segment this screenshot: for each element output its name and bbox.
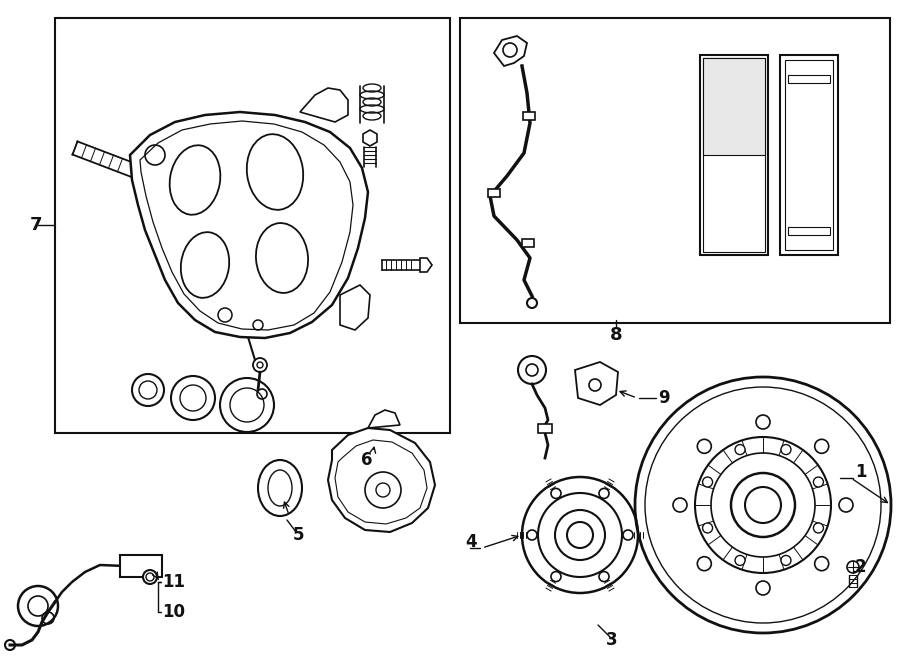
Circle shape xyxy=(703,523,713,533)
Bar xyxy=(788,227,830,235)
Text: 11: 11 xyxy=(162,573,185,591)
Bar xyxy=(700,55,768,255)
Polygon shape xyxy=(494,36,527,66)
Polygon shape xyxy=(328,428,435,532)
Circle shape xyxy=(527,530,537,540)
Text: 9: 9 xyxy=(658,389,670,407)
Text: 5: 5 xyxy=(292,526,304,544)
Bar xyxy=(780,55,838,255)
Circle shape xyxy=(673,498,687,512)
Polygon shape xyxy=(300,88,348,122)
Circle shape xyxy=(735,445,745,455)
Circle shape xyxy=(735,555,745,565)
Text: 6: 6 xyxy=(361,451,373,469)
Text: 4: 4 xyxy=(465,533,477,551)
Circle shape xyxy=(814,477,824,487)
Polygon shape xyxy=(420,258,432,272)
Polygon shape xyxy=(575,362,618,405)
Circle shape xyxy=(551,488,561,498)
Bar xyxy=(788,75,830,83)
Circle shape xyxy=(814,523,824,533)
Bar xyxy=(703,58,765,252)
Polygon shape xyxy=(130,112,368,338)
Bar xyxy=(120,555,162,577)
Polygon shape xyxy=(363,130,377,146)
Circle shape xyxy=(599,572,609,582)
Circle shape xyxy=(814,557,829,570)
Bar xyxy=(703,58,765,155)
Circle shape xyxy=(551,572,561,582)
Bar xyxy=(460,18,890,323)
Bar xyxy=(785,60,833,250)
Polygon shape xyxy=(368,410,400,428)
Text: 10: 10 xyxy=(162,603,185,621)
Circle shape xyxy=(756,415,770,429)
Bar xyxy=(55,18,450,433)
Polygon shape xyxy=(340,285,370,330)
Text: 3: 3 xyxy=(607,631,617,649)
Text: 1: 1 xyxy=(855,463,867,481)
Circle shape xyxy=(623,530,633,540)
Bar xyxy=(538,424,552,433)
Circle shape xyxy=(756,581,770,595)
Bar xyxy=(523,112,535,120)
Circle shape xyxy=(143,570,157,584)
Circle shape xyxy=(814,440,829,453)
Text: 8: 8 xyxy=(609,326,622,344)
Circle shape xyxy=(599,488,609,498)
Circle shape xyxy=(703,477,713,487)
Text: 7: 7 xyxy=(30,216,42,234)
Circle shape xyxy=(698,557,711,570)
Bar xyxy=(522,239,534,247)
Bar xyxy=(488,189,500,197)
Circle shape xyxy=(781,445,791,455)
Circle shape xyxy=(781,555,791,565)
Circle shape xyxy=(839,498,853,512)
Text: 2: 2 xyxy=(855,558,867,576)
Circle shape xyxy=(698,440,711,453)
